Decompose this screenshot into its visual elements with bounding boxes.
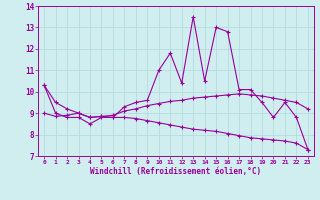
X-axis label: Windchill (Refroidissement éolien,°C): Windchill (Refroidissement éolien,°C) — [91, 167, 261, 176]
